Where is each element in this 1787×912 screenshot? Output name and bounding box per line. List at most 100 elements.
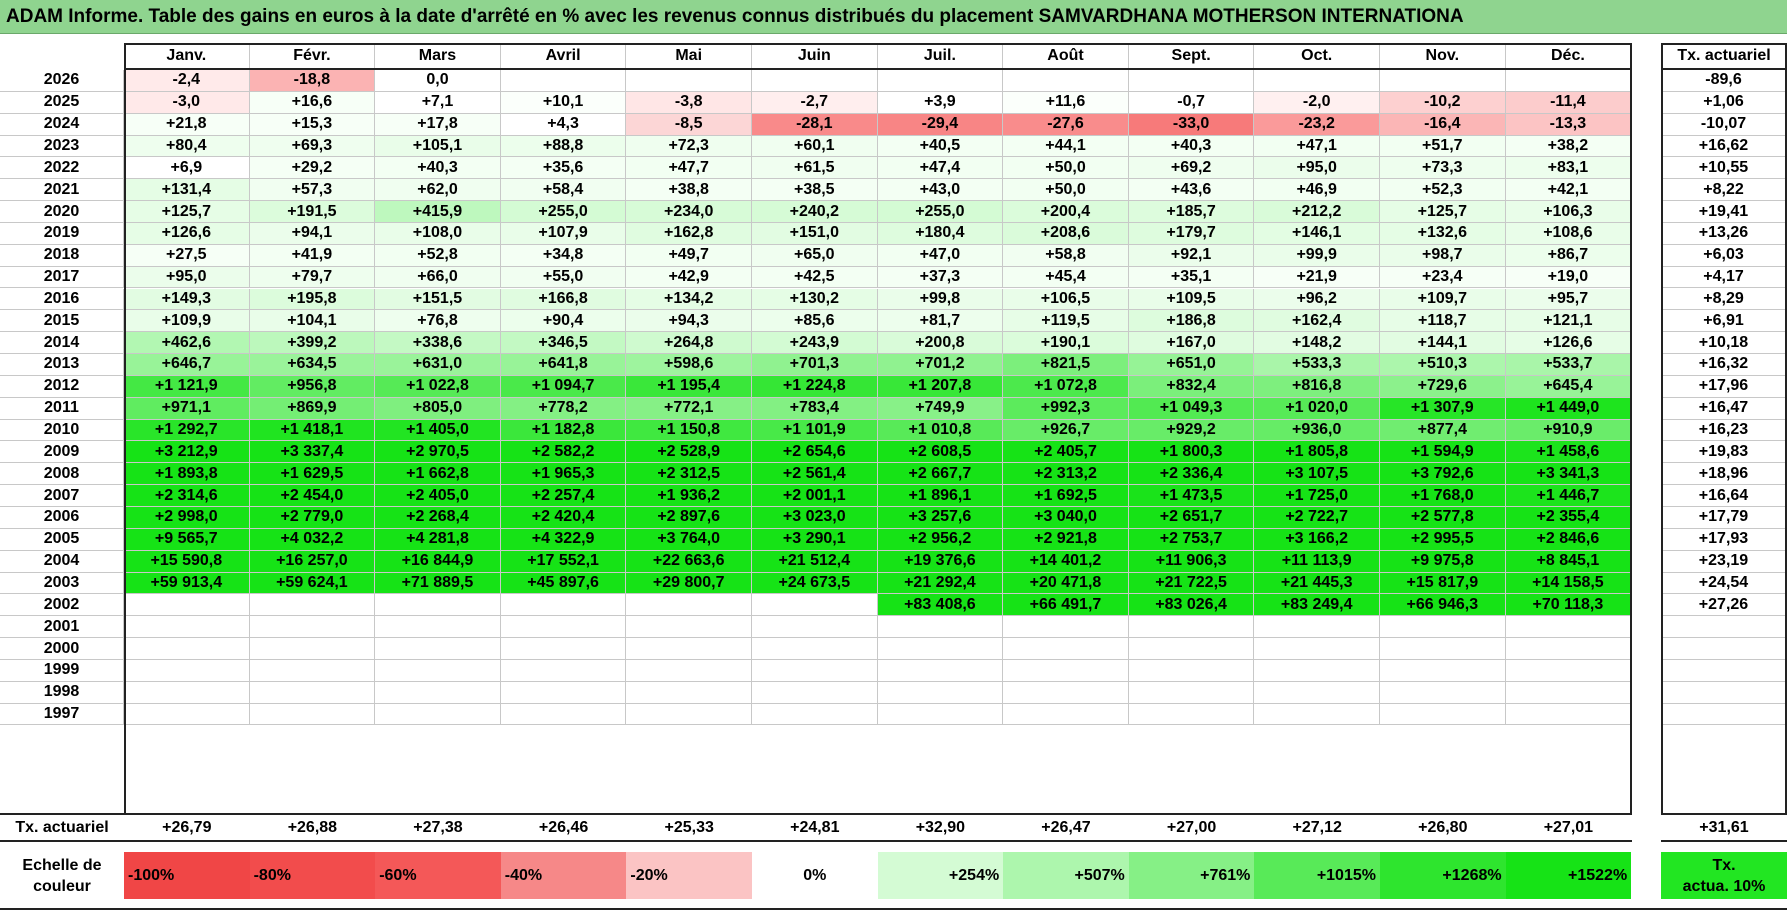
gain-cell: +52,8	[375, 244, 501, 267]
gain-cell	[1003, 703, 1129, 726]
body-bottom-divider	[0, 813, 1632, 815]
gain-cell: +62,0	[375, 179, 501, 202]
color-scale-label: Echelle de couleur	[0, 852, 124, 899]
tx-cell	[1661, 681, 1787, 704]
gain-cell	[249, 703, 376, 726]
gain-cell: +191,5	[249, 201, 376, 223]
gain-cell	[1505, 70, 1632, 92]
gain-cell: +21,9	[1254, 266, 1380, 289]
tx-cell: +16,32	[1661, 354, 1787, 376]
month-header: Mars	[375, 43, 501, 69]
tx-header: Tx. actuariel	[1677, 47, 1771, 64]
gain-cell	[1380, 659, 1506, 682]
gain-cell: +179,7	[1128, 222, 1255, 245]
gain-cell: +11,6	[1003, 91, 1129, 114]
gain-cell: +255,0	[877, 201, 1004, 223]
gain-cell: +29 800,7	[626, 572, 752, 595]
tx-cell	[1661, 703, 1787, 726]
gain-cell: +45,4	[1003, 266, 1129, 289]
gain-cell: +1 072,8	[1003, 375, 1129, 398]
gain-cell: +1 936,2	[626, 485, 752, 507]
gain-cell: +19 376,6	[877, 550, 1004, 573]
gain-cell	[249, 638, 376, 660]
gain-cell: +1 449,0	[1505, 397, 1632, 420]
gain-cell	[1380, 703, 1506, 726]
color-scale-swatch: +254%	[877, 852, 1004, 899]
gain-cell	[1128, 659, 1255, 682]
gain-cell	[1254, 70, 1380, 92]
gain-cell: +869,9	[249, 397, 376, 420]
gain-cell: +2 651,7	[1128, 507, 1255, 529]
gain-cell: +16 844,9	[375, 550, 501, 573]
gain-cell: +956,8	[249, 375, 376, 398]
gain-cell	[1254, 681, 1380, 704]
gain-cell	[1003, 681, 1129, 704]
gain-cell: +109,5	[1128, 288, 1255, 311]
gain-cell: +2 454,0	[249, 485, 376, 507]
summary-cell: +26,80	[1418, 818, 1468, 836]
tx-cell: +4,17	[1661, 266, 1787, 289]
tx-cell: +10,18	[1661, 332, 1787, 355]
color-scale-swatch: +1015%	[1254, 852, 1380, 899]
gain-cell: +3 257,6	[877, 507, 1004, 529]
gain-cell: +59 624,1	[249, 572, 376, 595]
gain-cell: +52,3	[1380, 179, 1506, 202]
gain-cell: +15 590,8	[124, 550, 250, 573]
gain-cell: +132,6	[1380, 222, 1506, 245]
gain-cell: +2 897,6	[626, 507, 752, 529]
gain-cell	[1003, 638, 1129, 660]
gain-cell: +234,0	[626, 201, 752, 223]
gain-cell: +162,8	[626, 222, 752, 245]
tx-cell: +16,47	[1661, 397, 1787, 420]
gain-cell: +1 629,5	[249, 463, 376, 486]
gain-cell: +66 491,7	[1003, 594, 1129, 617]
gain-cell: +20 471,8	[1003, 572, 1129, 595]
gain-cell	[500, 659, 627, 682]
tx-cell: +6,03	[1661, 244, 1787, 267]
gain-cell: +21 292,4	[877, 572, 1004, 595]
month-header: Nov.	[1380, 43, 1506, 69]
month-header: Juin	[752, 43, 878, 69]
gain-cell: +2 582,2	[500, 441, 627, 464]
gain-cell: -11,4	[1505, 91, 1632, 114]
gain-cell: +125,7	[1380, 201, 1506, 223]
gain-cell	[375, 659, 501, 682]
gain-cell: -2,4	[124, 70, 250, 92]
gain-cell: +3 107,5	[1254, 463, 1380, 486]
gain-cell	[500, 594, 627, 617]
gain-cell: +2 956,2	[877, 528, 1004, 551]
month-header: Avril	[500, 43, 627, 69]
gain-cell: +2 312,5	[626, 463, 752, 486]
gain-cell: +61,5	[752, 157, 878, 180]
gain-cell: +4 281,8	[375, 528, 501, 551]
month-header: Mai	[626, 43, 752, 69]
year-label: 2022	[0, 157, 124, 180]
gain-cell: +2 313,2	[1003, 463, 1129, 486]
gain-cell: +16 257,0	[249, 550, 376, 573]
gain-cell: +1 224,8	[752, 375, 878, 398]
gain-cell: +151,5	[375, 288, 501, 311]
tx-cell: +16,62	[1661, 135, 1787, 158]
gain-cell: +195,8	[249, 288, 376, 311]
gain-cell: +1 594,9	[1380, 441, 1506, 464]
gain-cell: +816,8	[1254, 375, 1380, 398]
gain-cell: +167,0	[1128, 332, 1255, 355]
gain-cell: +130,2	[752, 288, 878, 311]
gain-cell: +1 446,7	[1505, 485, 1632, 507]
year-label: 2007	[0, 485, 124, 507]
gain-cell: +936,0	[1254, 419, 1380, 442]
gain-cell: +43,6	[1128, 179, 1255, 202]
gain-cell: +44,1	[1003, 135, 1129, 158]
gain-cell: +119,5	[1003, 310, 1129, 333]
gain-cell: -10,2	[1380, 91, 1506, 114]
gain-cell	[124, 659, 250, 682]
gain-cell: +95,7	[1505, 288, 1632, 311]
color-scale-swatch: +761%	[1128, 852, 1255, 899]
gain-cell	[249, 681, 376, 704]
gain-cell: +10,1	[500, 91, 627, 114]
gain-cell: +92,1	[1128, 244, 1255, 267]
gain-cell: +533,3	[1254, 354, 1380, 376]
gain-cell: +2 336,4	[1128, 463, 1255, 486]
gain-cell: +126,6	[124, 222, 250, 245]
gain-cell	[375, 703, 501, 726]
